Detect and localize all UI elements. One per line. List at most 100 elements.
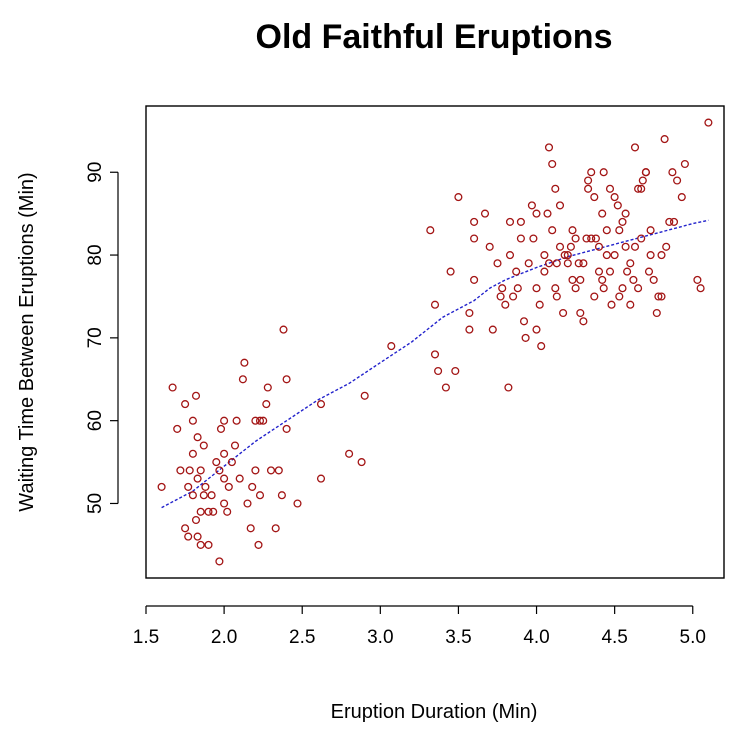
- data-point: [563, 259, 572, 268]
- data-point: [630, 143, 640, 152]
- data-point: [509, 292, 518, 301]
- data-point: [660, 135, 669, 144]
- data-point: [201, 482, 210, 491]
- data-point: [238, 375, 247, 384]
- x-tick-label: 2.5: [289, 627, 315, 648]
- data-point: [677, 193, 686, 202]
- data-point: [618, 217, 627, 226]
- data-point: [191, 515, 201, 525]
- data-point: [559, 308, 568, 318]
- data-point: [220, 449, 229, 458]
- data-point: [587, 234, 596, 243]
- data-point: [626, 300, 635, 309]
- data-points: [157, 118, 713, 566]
- data-point: [451, 366, 460, 376]
- data-point: [345, 449, 354, 458]
- data-point: [188, 416, 197, 425]
- data-point: [548, 226, 557, 235]
- data-point: [544, 143, 554, 152]
- data-point: [470, 217, 479, 226]
- data-point: [204, 507, 213, 516]
- data-point: [587, 168, 596, 177]
- y-tick-label: 60: [85, 410, 106, 431]
- data-point: [434, 366, 443, 376]
- data-point: [662, 242, 671, 251]
- data-point: [271, 524, 280, 533]
- data-point: [251, 466, 260, 475]
- data-point: [504, 383, 513, 392]
- data-point: [599, 168, 608, 177]
- data-point: [532, 209, 541, 218]
- trend-line-layer: [161, 219, 709, 509]
- data-point: [590, 292, 599, 301]
- data-point: [235, 474, 244, 483]
- data-point: [485, 242, 494, 251]
- data-point: [598, 209, 607, 218]
- data-point: [555, 242, 565, 251]
- data-point: [199, 441, 208, 450]
- data-point: [529, 234, 538, 243]
- data-point: [488, 325, 497, 334]
- data-point: [584, 184, 593, 193]
- data-point: [227, 458, 236, 467]
- data-point: [196, 540, 205, 549]
- data-point: [568, 226, 577, 235]
- data-point: [426, 226, 435, 235]
- data-point: [470, 234, 479, 243]
- data-point: [240, 358, 249, 367]
- data-point: [637, 234, 646, 243]
- data-point: [669, 217, 679, 226]
- data-point: [548, 159, 557, 169]
- data-point: [552, 292, 561, 301]
- data-point: [216, 424, 226, 433]
- data-point: [634, 184, 643, 193]
- data-point: [704, 118, 713, 127]
- x-tick-label: 3.5: [445, 627, 471, 648]
- data-point: [188, 449, 197, 458]
- y-axis: 50 60 70 80 90: [85, 162, 119, 514]
- data-point: [230, 441, 240, 450]
- data-point: [594, 267, 604, 276]
- data-point: [516, 234, 525, 243]
- y-axis-label: Waiting Time Between Eruptions (Min): [16, 172, 38, 511]
- y-tick-label: 90: [85, 162, 106, 183]
- data-point: [263, 383, 272, 392]
- data-point: [168, 383, 177, 392]
- data-point: [215, 466, 224, 475]
- data-point: [649, 275, 658, 284]
- data-point: [207, 491, 216, 500]
- data-point: [605, 267, 615, 276]
- data-point: [262, 400, 271, 409]
- data-point: [657, 251, 666, 260]
- data-point: [173, 424, 182, 433]
- data-point: [602, 226, 611, 235]
- x-tick-label: 2.0: [211, 627, 237, 648]
- data-point: [527, 201, 536, 210]
- data-point: [215, 557, 224, 566]
- data-point: [254, 540, 263, 549]
- data-point: [579, 259, 588, 268]
- data-point: [634, 284, 643, 293]
- plot-frame: [145, 105, 725, 579]
- data-point: [277, 491, 286, 500]
- data-point: [615, 292, 624, 301]
- data-point: [590, 193, 599, 202]
- data-point: [641, 168, 650, 177]
- data-point: [540, 267, 549, 276]
- data-point: [571, 234, 580, 243]
- data-point: [196, 466, 205, 475]
- data-point: [543, 209, 552, 218]
- data-point: [576, 275, 585, 284]
- data-point: [644, 267, 654, 276]
- data-point: [598, 275, 607, 284]
- data-point: [501, 300, 510, 309]
- data-point: [316, 474, 326, 483]
- data-point: [181, 524, 190, 533]
- data-point: [621, 209, 630, 218]
- data-point: [519, 317, 529, 326]
- x-tick-label: 1.5: [133, 627, 159, 648]
- data-point: [184, 532, 193, 541]
- x-tick-label: 4.5: [601, 627, 627, 648]
- data-point: [212, 458, 221, 467]
